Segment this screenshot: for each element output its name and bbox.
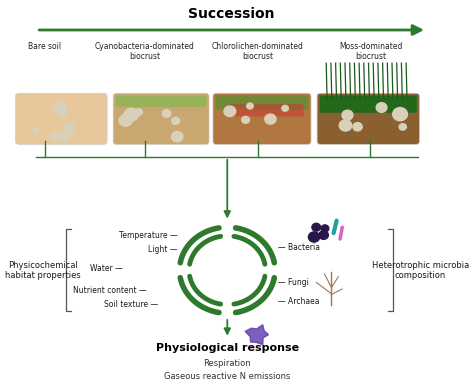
Circle shape [246,103,253,109]
Text: Gaseous reactive N emissions: Gaseous reactive N emissions [164,372,291,381]
Circle shape [119,114,132,126]
Text: Respiration: Respiration [203,359,251,368]
Circle shape [162,110,171,117]
FancyBboxPatch shape [319,96,417,113]
Circle shape [266,115,273,121]
Circle shape [63,123,74,134]
Text: — Bacteria: — Bacteria [279,243,320,252]
Circle shape [58,110,67,118]
Circle shape [135,109,142,116]
Circle shape [376,103,387,113]
Text: Moss-dominated
biocrust: Moss-dominated biocrust [339,42,402,61]
Text: Soil texture —: Soil texture — [104,300,158,309]
Circle shape [32,127,39,133]
Text: Heterotrophic microbia
composition: Heterotrophic microbia composition [372,261,469,280]
Text: Succession: Succession [188,7,275,22]
Circle shape [282,105,288,111]
Circle shape [321,225,329,232]
Text: Physiological response: Physiological response [156,343,299,352]
FancyBboxPatch shape [229,104,304,116]
FancyBboxPatch shape [16,93,107,144]
Text: Temperature —: Temperature — [119,231,177,240]
Polygon shape [245,325,268,345]
FancyBboxPatch shape [317,93,419,144]
Circle shape [309,232,319,242]
Polygon shape [196,242,258,298]
Circle shape [242,116,249,123]
Text: Cyanobacteria-dominated
biocrust: Cyanobacteria-dominated biocrust [95,42,195,61]
Circle shape [172,117,180,125]
Text: Chlorolichen-dominated
biocrust: Chlorolichen-dominated biocrust [212,42,303,61]
Text: Physicochemical
habitat properties: Physicochemical habitat properties [5,261,81,280]
FancyBboxPatch shape [213,93,311,144]
Circle shape [124,108,138,121]
Circle shape [265,114,276,124]
Circle shape [53,102,67,114]
Text: — Archaea: — Archaea [279,297,320,306]
Circle shape [353,123,362,131]
Text: Bare soil: Bare soil [28,42,62,51]
Circle shape [392,107,408,121]
Circle shape [342,110,353,120]
Circle shape [339,120,352,131]
FancyBboxPatch shape [113,93,209,144]
FancyBboxPatch shape [116,96,207,107]
Text: — Fungi: — Fungi [279,278,310,287]
Text: Water —: Water — [91,264,123,273]
Text: Light —: Light — [148,245,177,254]
Circle shape [172,131,183,142]
Circle shape [59,132,70,142]
Circle shape [399,123,406,130]
Text: Nutrient content —: Nutrient content — [73,286,147,295]
Circle shape [50,132,61,141]
Polygon shape [187,234,267,306]
Circle shape [224,106,236,116]
FancyBboxPatch shape [216,96,309,110]
Circle shape [319,231,328,240]
Circle shape [312,223,320,231]
